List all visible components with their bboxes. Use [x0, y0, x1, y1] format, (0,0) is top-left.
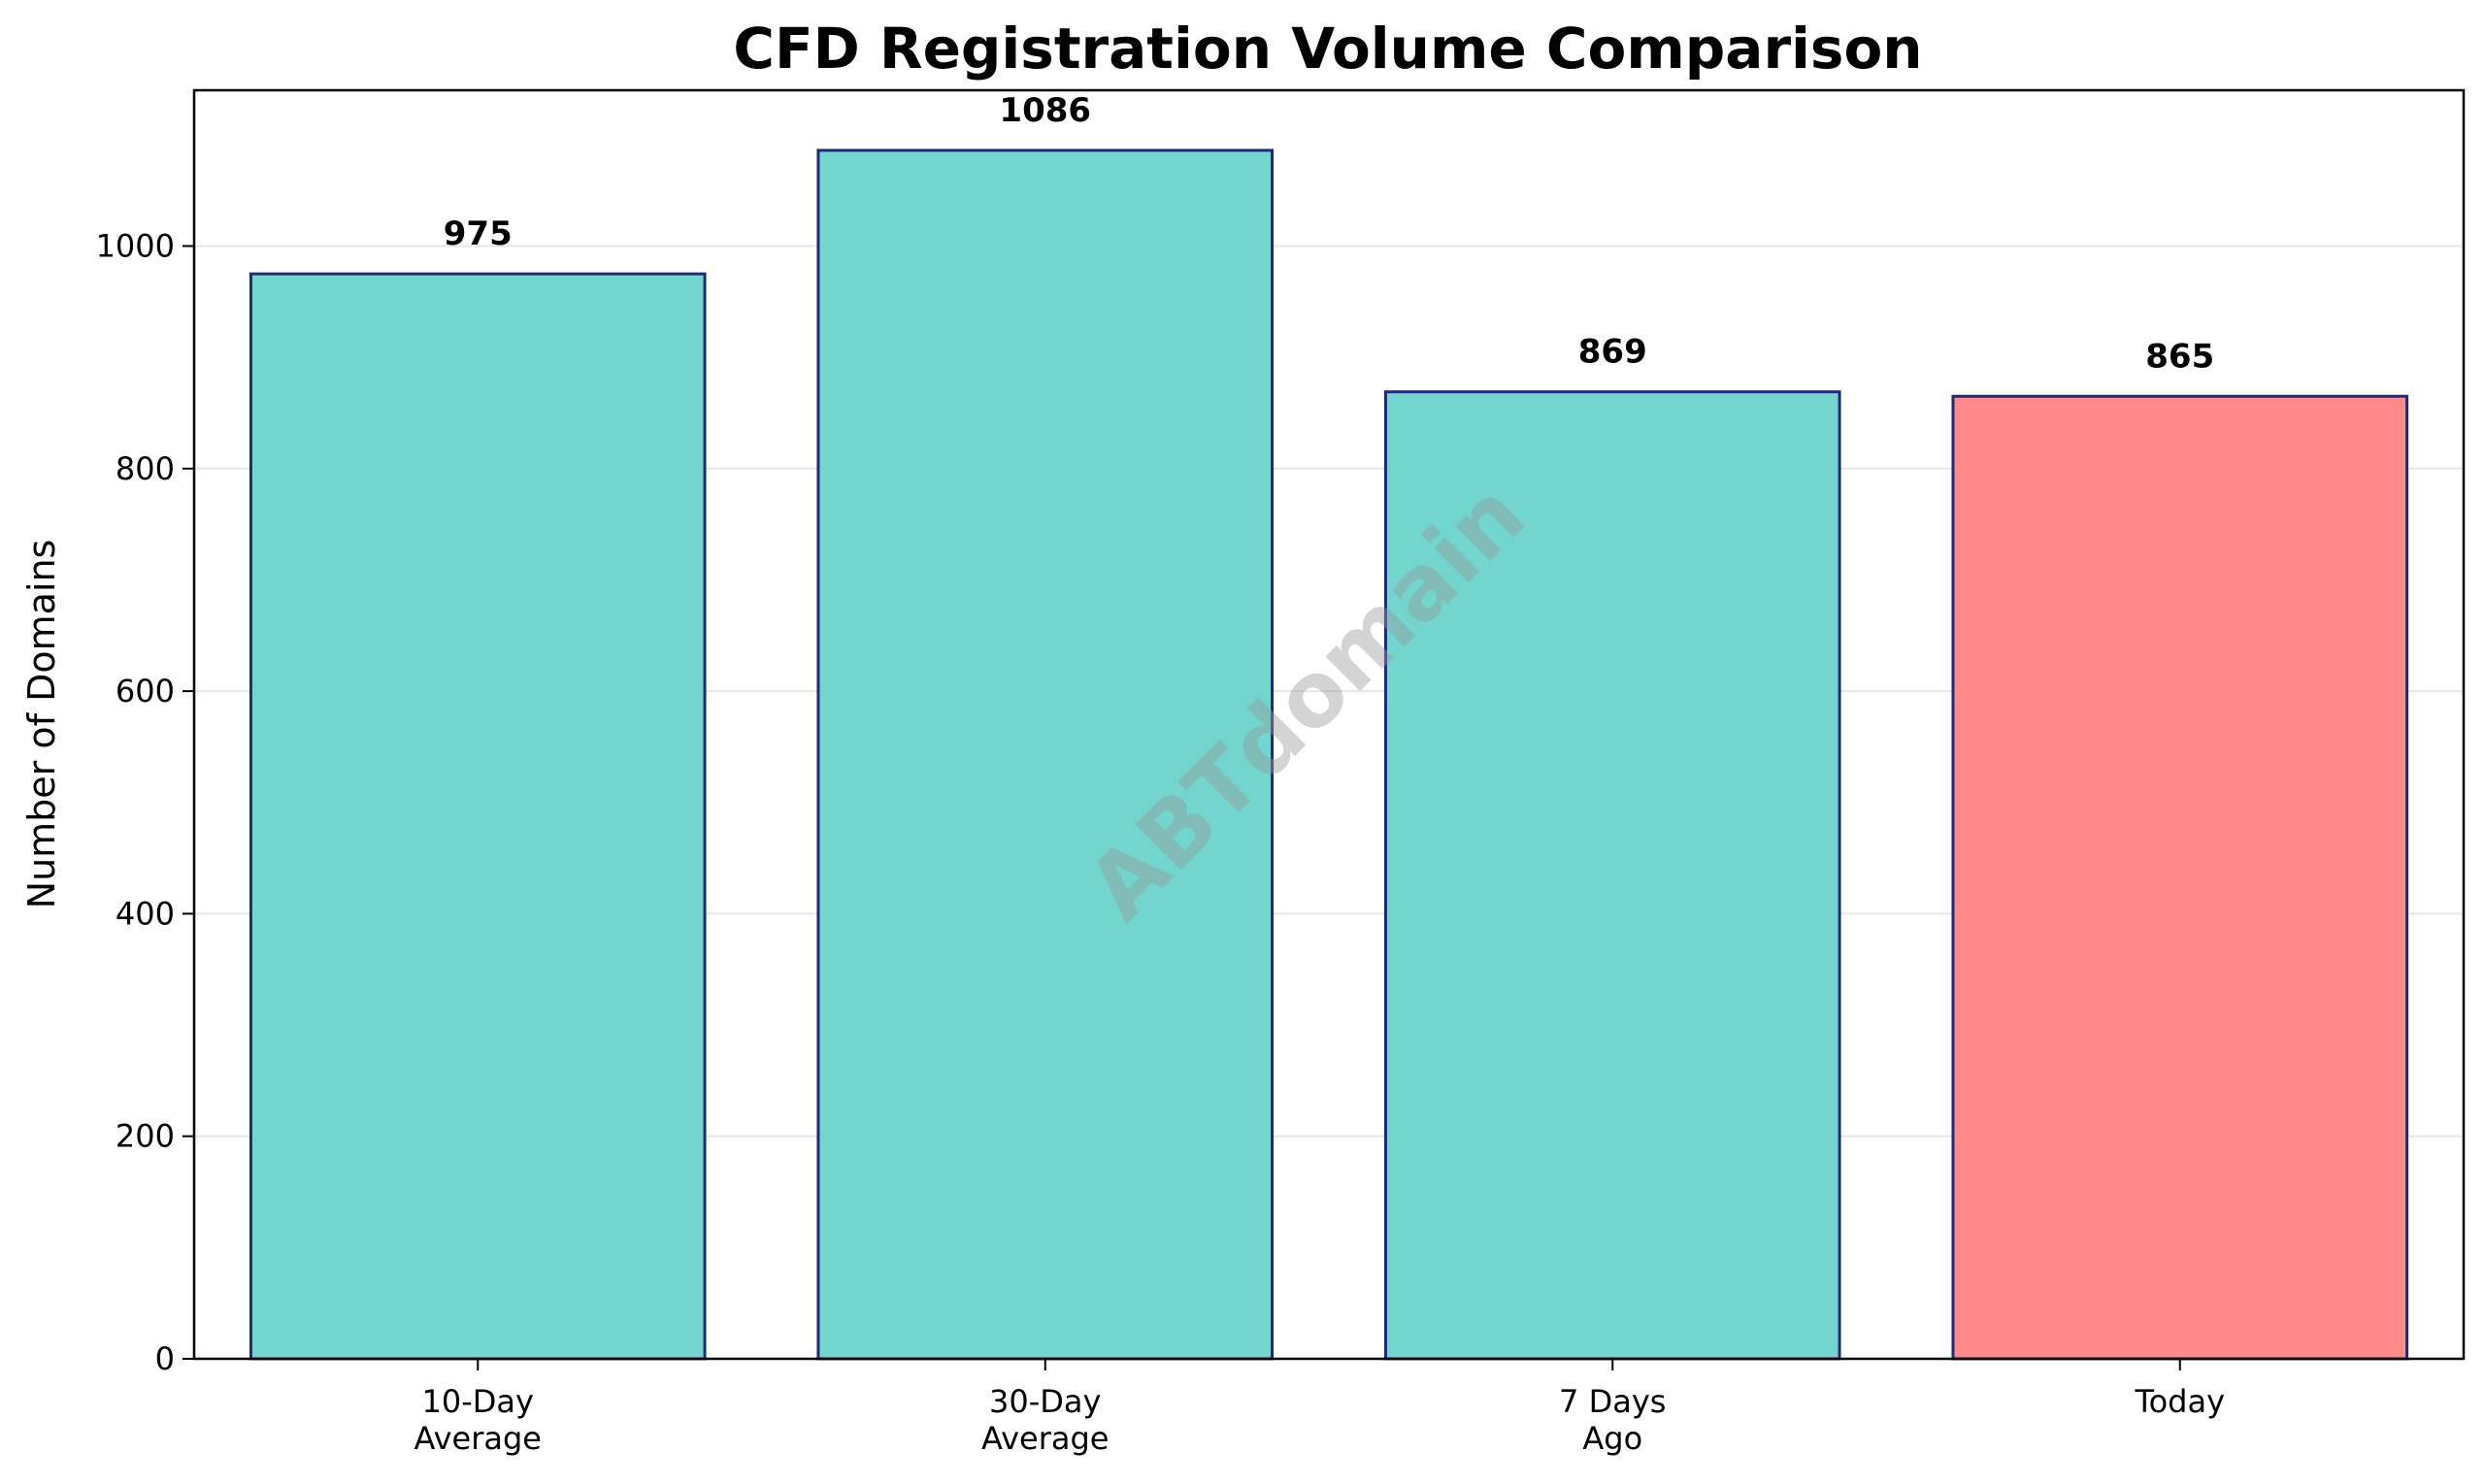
x-tick-label-line: Average [981, 1420, 1109, 1457]
x-tick-label-0: 10-Day Average [414, 1383, 542, 1457]
plot-frame [192, 88, 2466, 1361]
bars [248, 148, 2409, 1361]
y-tick-label: 1000 [96, 228, 175, 265]
y-tick-label: 400 [116, 895, 175, 932]
x-tick-label-3: Today [2134, 1383, 2225, 1420]
chart-title: CFD Registration Volume Comparison [733, 16, 1922, 82]
y-tick-label: 600 [116, 673, 175, 709]
data-label-2: 869 [1578, 333, 1647, 372]
x-tick-label-line: 30-Day [989, 1383, 1101, 1420]
data-labels: 975 1086 869 865 [444, 91, 2214, 376]
y-axis-ticks: 0 200 400 600 800 1000 [96, 228, 194, 1377]
bar-3 [1951, 394, 2409, 1361]
x-tick-label-1: 30-Day Average [981, 1383, 1109, 1457]
x-tick-label-line: 7 Days [1559, 1383, 1666, 1420]
data-label-0: 975 [444, 214, 513, 253]
bar-0 [248, 272, 707, 1361]
x-tick-label-line: Ago [1582, 1420, 1642, 1457]
bar-1 [816, 148, 1275, 1361]
y-tick-label: 800 [116, 450, 175, 487]
x-tick-label-line: Average [414, 1420, 542, 1457]
x-tick-label-line: Today [2134, 1383, 2225, 1420]
data-label-3: 865 [2145, 337, 2214, 376]
bar-2 [1383, 390, 1841, 1361]
y-axis-label: Number of Domains [20, 540, 63, 909]
data-label-1: 1086 [999, 91, 1091, 130]
y-tick-label: 0 [155, 1340, 175, 1377]
x-tick-label-2: 7 Days Ago [1559, 1383, 1666, 1457]
x-tick-label-line: 10-Day [422, 1383, 534, 1420]
y-tick-label: 200 [116, 1118, 175, 1155]
